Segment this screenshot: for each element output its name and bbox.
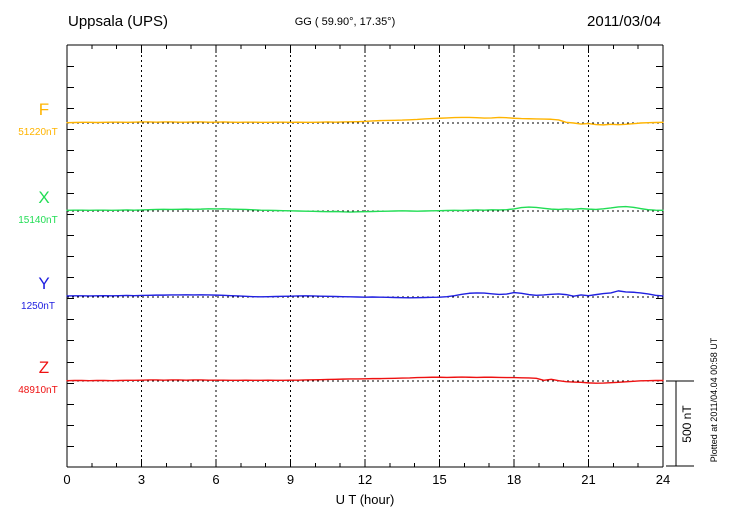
- plotted-timestamp: Plotted at 2011/04.04 00:58 UT: [709, 337, 719, 462]
- y-axis-ticks: [67, 65, 663, 448]
- x-tick-label-3: 3: [138, 472, 145, 487]
- trace-F: [66, 116, 664, 126]
- scale-bar: 500 nT: [666, 380, 694, 467]
- scale-bar-label: 500 nT: [680, 405, 694, 443]
- x-tick-label-15: 15: [432, 472, 446, 487]
- trace-X: [66, 205, 664, 213]
- component-value-Z: 48910nT: [18, 385, 57, 396]
- observation-date: 2011/03/04: [587, 13, 661, 30]
- component-label-X: X: [38, 188, 49, 207]
- x-tick-label-21: 21: [581, 472, 595, 487]
- x-tick-label-24: 24: [656, 472, 670, 487]
- trace-Y: [66, 290, 664, 299]
- x-tick-label-18: 18: [507, 472, 521, 487]
- x-axis-title: U T (hour): [336, 492, 395, 507]
- station-title: Uppsala (UPS): [68, 13, 168, 30]
- component-label-F: F: [39, 100, 49, 119]
- trace-Z: [66, 376, 664, 384]
- component-value-X: 15140nT: [18, 215, 57, 226]
- x-axis-tick-labels: 0 3 6 9 12 15 18 21 24: [63, 472, 670, 487]
- trace-lines: [66, 116, 664, 384]
- component-value-Y: 1250nT: [21, 301, 55, 312]
- component-label-Z: Z: [39, 358, 49, 377]
- component-label-Y: Y: [38, 274, 49, 293]
- x-tick-label-9: 9: [287, 472, 294, 487]
- component-value-F: 51220nT: [18, 127, 57, 138]
- x-axis-ticks: [66, 45, 664, 467]
- geographic-coordinates: GG ( 59.90°, 17.35°): [295, 16, 396, 28]
- gridlines: [141, 45, 589, 467]
- component-labels: F 51220nT X 15140nT Y 1250nT Z 48910nT: [18, 100, 57, 396]
- x-tick-label-6: 6: [212, 472, 219, 487]
- x-tick-label-12: 12: [358, 472, 372, 487]
- x-tick-label-0: 0: [63, 472, 70, 487]
